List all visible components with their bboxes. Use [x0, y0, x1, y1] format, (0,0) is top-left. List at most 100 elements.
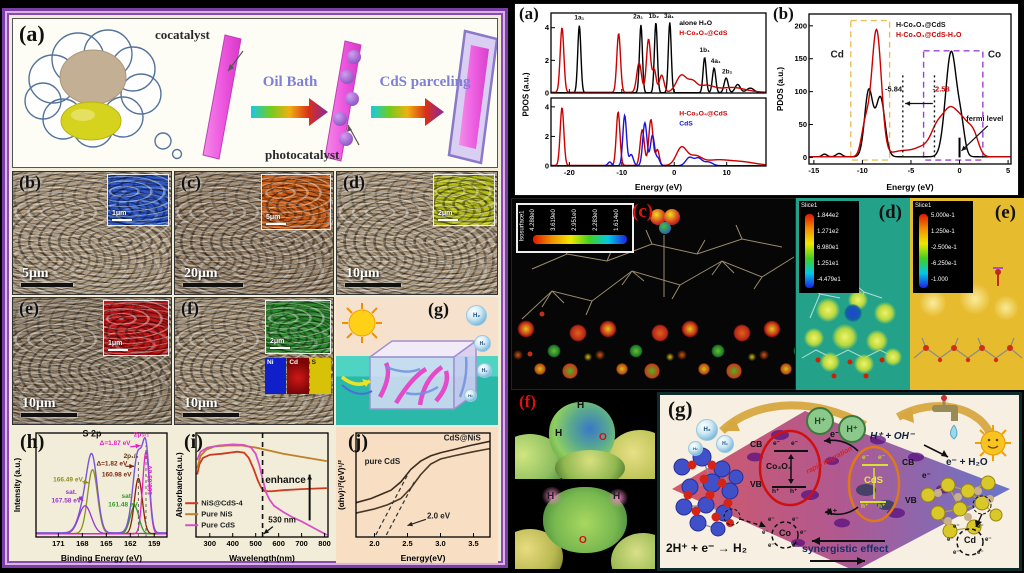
panel-f-element-maps: Ni Cd S: [265, 358, 331, 394]
atom-label-h: H: [555, 428, 563, 439]
panel-c-sem-image: (c) 5μm 20μm: [174, 171, 334, 295]
svg-text:2a₁: 2a₁: [633, 14, 643, 21]
svg-text:0: 0: [672, 168, 676, 177]
svg-text:150: 150: [794, 54, 807, 63]
svg-text:-15: -15: [808, 166, 819, 175]
panel-g-scene: (g): [336, 297, 498, 425]
co-dashed-circle: [771, 521, 799, 549]
svg-text:5: 5: [1006, 166, 1010, 175]
svg-text:0: 0: [803, 153, 807, 162]
rod-with-particles: [324, 40, 362, 162]
svg-text:168: 168: [76, 539, 89, 548]
electron-orbit: e⁻: [792, 543, 799, 549]
svg-text:-10: -10: [857, 166, 868, 175]
svg-text:1b₁: 1b₁: [700, 47, 711, 54]
svg-text:2: 2: [545, 132, 549, 141]
svg-text:-20: -20: [564, 168, 575, 177]
svg-text:Δ=1.82 eV: Δ=1.82 eV: [96, 461, 128, 468]
svg-text:1b₂: 1b₂: [649, 13, 660, 20]
panel-e-inset-sem: 1μm: [103, 300, 169, 356]
panel-b-sem-image: (b) 1μm 5μm: [12, 171, 172, 295]
h2-evolution-reaction: 2H⁺ + e⁻ → H₂: [666, 541, 748, 555]
water-droplet-icon: [950, 424, 958, 440]
svg-text:H-Co₃O₄@CdS-H₂O: H-Co₃O₄@CdS-H₂O: [896, 32, 962, 39]
svg-text:2.0 eV: 2.0 eV: [427, 511, 451, 520]
svg-text:162: 162: [124, 539, 137, 548]
pdos-cd-co-chart: -15 -10 -5 0 5 0 50 100 150 200 Energy (eV) PDOS (a…: [775, 8, 1017, 192]
svg-text:(αhν)¹/²(eV)¹/²: (αhν)¹/²(eV)¹/²: [337, 460, 346, 510]
element-map-cd: Cd: [287, 358, 309, 394]
h2-bubble: H₂: [688, 441, 703, 456]
panel-b-inset-sem: 1μm: [107, 174, 169, 226]
density-blob: [874, 302, 896, 324]
electron-orbit: e⁻: [953, 550, 960, 556]
panel-a-label: (a): [19, 21, 45, 46]
right-panel-a-label: (a): [519, 4, 539, 23]
panel-b-scalebar: [21, 283, 73, 287]
electron-orbit: e⁻: [800, 530, 807, 536]
svg-text:-5.84: -5.84: [885, 85, 903, 94]
sun-icon: [342, 303, 382, 343]
svg-text:Absorbance(a.u.): Absorbance(a.u.): [175, 452, 184, 518]
svg-text:300: 300: [204, 539, 217, 548]
svg-text:4: 4: [545, 23, 550, 32]
hole-pair: h⁺: [878, 503, 886, 510]
cds-band-diagram: [847, 445, 901, 523]
svg-text:Intensity (a.u.): Intensity (a.u.): [13, 458, 22, 513]
svg-text:0: 0: [957, 166, 961, 175]
co-text: Co: [779, 528, 791, 538]
panel-d-label: (d): [343, 172, 365, 192]
electron-pair: e⁻: [862, 454, 870, 461]
isosurface-blob-band: [512, 307, 795, 387]
right-figure: (a) 0 2 4 1a₁ 2a₁ 1b₂ 3a₁ 1b₁ 4a₁ 2b₂ alone H₂O H-C…: [511, 0, 1024, 573]
panel-c-inset-scalebar: [266, 223, 286, 225]
h2-bubble-text: H₂: [722, 441, 728, 447]
svg-text:400: 400: [226, 539, 239, 548]
h2-bubble: H₂: [474, 335, 491, 352]
colorbar-tick: 5.000e-1: [931, 213, 955, 219]
svg-text:165: 165: [100, 539, 113, 548]
svg-text:Energy (eV): Energy (eV): [886, 182, 933, 192]
svg-text:600: 600: [272, 539, 285, 548]
colorbar-tick: 1.844e2: [817, 213, 839, 219]
density-blob: [820, 352, 840, 372]
svg-text:50: 50: [799, 120, 807, 129]
panel-d-colorbar-title: Slice1: [801, 203, 818, 209]
h-oh-label: H⁺ + OH⁻: [870, 431, 915, 442]
mechanism-drawing: [672, 395, 1011, 568]
atom-label-h: H: [613, 491, 621, 502]
svg-text:H-Co₃O₄@CdS: H-Co₃O₄@CdS: [896, 22, 946, 29]
svg-text:pure CdS: pure CdS: [365, 457, 401, 466]
svg-text:-2.58: -2.58: [933, 85, 950, 94]
panel-b-scale-text: 5μm: [22, 266, 49, 281]
panel-d-inset-sem: 2μm: [433, 174, 495, 226]
cds-formula: CdS: [864, 475, 883, 486]
tauc-plot-chart: 2.0 2.5 3.0 3.5 Energy(eV) (αhν)¹/²(eV)¹/² pur…: [336, 427, 498, 563]
nis-rod: [202, 34, 242, 160]
colorbar-tick: 3.619e0: [550, 209, 557, 231]
svg-text:CdS: CdS: [679, 121, 693, 128]
svg-text:0: 0: [545, 89, 549, 97]
panel-c-scale-text: 20μm: [184, 266, 218, 281]
panel-c-inset-sem: 5μm: [261, 174, 331, 230]
element-map-ni: Ni: [265, 358, 287, 394]
panel-c-colorbar-gradient: [533, 235, 627, 244]
svg-text:CdS@NiS: CdS@NiS: [444, 433, 482, 442]
oil-bath-arrow: [251, 98, 328, 126]
atom-label-o: O: [579, 535, 587, 546]
cds-parceling-arrow: [371, 98, 444, 126]
cds-cluster: [920, 475, 1003, 539]
svg-text:4: 4: [545, 102, 550, 111]
svg-text:200: 200: [794, 21, 807, 30]
wrapped-core-rod: [459, 45, 489, 149]
sun-icon: [975, 425, 1011, 461]
co3o4-band-diagram: [758, 429, 822, 507]
panel-d-scalebar: [345, 283, 401, 287]
colorbar-tick: -1.000: [931, 277, 949, 283]
atom-label-h: H: [577, 400, 585, 411]
svg-text:PDOS (a.u.): PDOS (a.u.): [776, 67, 785, 111]
panel-b-label: (b): [19, 172, 41, 192]
cd-center-label: e⁻ e⁻ e⁻ e⁻ e⁻ e⁻ Cd: [947, 524, 992, 556]
pdos-shared-y-label: PDOS (a.u.): [521, 72, 531, 117]
